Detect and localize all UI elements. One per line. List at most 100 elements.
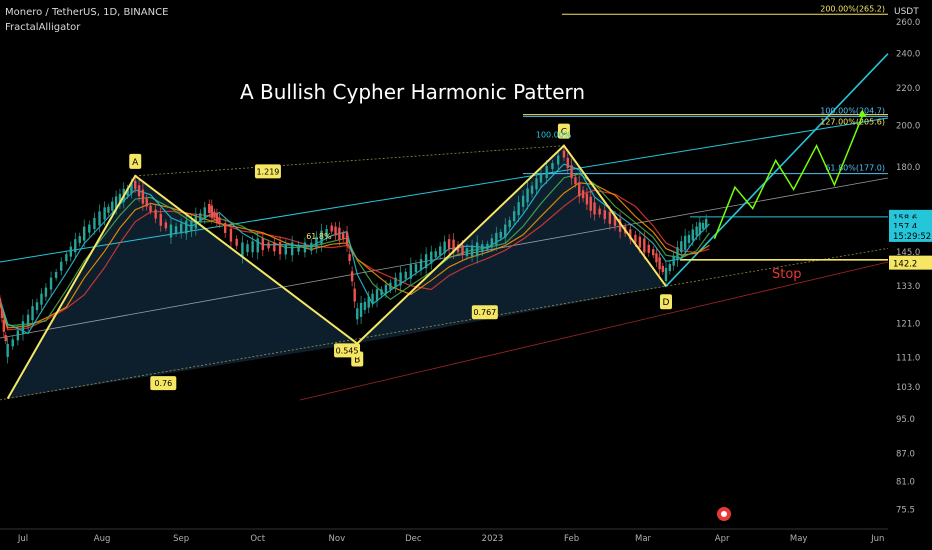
event-marker-icon-center [721,511,727,517]
candle-body [315,236,318,248]
candle-body [44,287,48,297]
author-name: FractalAlligator [5,22,81,33]
candle-body [330,225,333,232]
x-tick-label: Oct [250,534,265,544]
y-tick-label: 75.5 [896,505,915,515]
candle-body [0,309,4,319]
ratio-box [334,343,361,358]
candle-body [199,213,202,222]
candle-body [570,165,573,179]
price-badge-box [889,227,932,242]
x-tick-label: May [790,534,808,544]
candle-body [169,224,173,238]
candle-body [297,244,300,252]
candle-body [661,265,665,272]
y-tick-label: 87.0 [896,449,915,459]
candle-body [598,208,601,215]
price-badge-label: 157.4 [893,222,917,232]
y-tick-label: 81.0 [896,478,915,488]
candle-body [638,236,642,248]
candle-body [676,247,679,261]
x-tick-label: Aug [94,534,111,544]
candle-body [251,241,254,253]
candle-body [310,242,313,251]
pattern-point-label: C [561,128,567,138]
candle-body [683,235,687,250]
y-tick-label: 145.0 [896,248,920,258]
candle-body [593,202,596,215]
x-tick-label: Jun [870,534,884,544]
candle-body [11,339,14,347]
pattern-fib-label: 61.8% [306,232,332,241]
candle-body [179,223,183,234]
price-badge-box [889,255,932,270]
candle-body [655,253,658,263]
projection-arrowhead [858,109,867,117]
candle-body [691,229,694,241]
y-tick-label: 103.0 [896,383,920,393]
candle-body [103,207,106,220]
candle-body [348,254,351,262]
candle-body [430,251,433,264]
candle-body [375,289,379,302]
candle-body [618,218,622,232]
candle-body [334,226,337,236]
candle-body [215,213,219,223]
candle-body [438,246,442,256]
candle-body [83,226,86,241]
candle-body [490,238,494,248]
y-tick-label: 133.0 [896,282,920,292]
bcd-triangle-fill [357,145,666,344]
candle-body [504,224,507,238]
candle-body [695,226,698,236]
x-tick-label: Jul [17,534,28,544]
candle-body [21,321,25,335]
candle-body [551,163,554,170]
candle-body [629,229,632,240]
mid-channel-line [0,177,889,339]
candle-body [367,296,370,308]
candle-body [424,254,428,269]
candle-body [447,239,451,250]
candle-body [154,209,157,219]
candle-body [273,242,276,252]
candle-body [40,293,43,305]
candle-body [149,205,152,212]
candle-body [26,314,30,326]
candle-body [137,185,141,197]
ratio-box [150,376,177,391]
candle-body [647,244,650,253]
pattern-point-box [557,123,570,139]
candle-body [261,238,265,251]
candle-body [704,218,708,228]
pattern-point-label: D [663,298,670,308]
candle-body [539,173,543,183]
ratio-label: 0.76 [154,379,172,388]
fib-level-label: 61.80%(177.0) [825,164,885,173]
candle-body [356,308,359,320]
ratio-label: 0.767 [473,308,496,317]
candle-body [363,302,367,311]
x-tick-label: Apr [715,534,730,544]
moving-average-line [0,173,710,327]
y-tick-label: 200.0 [896,121,920,131]
candle-body [246,244,249,253]
ac-dashed-line [135,145,564,177]
candle-body [0,298,2,305]
candle-body [389,282,392,290]
candle-body [461,245,464,256]
candle-body [452,239,455,253]
candle-body [419,259,423,271]
price-badge-label: 142.2 [893,260,917,270]
candle-body [481,244,484,253]
y-tick-label: 220.0 [896,84,920,94]
candle-body [701,222,705,229]
candle-body [141,189,145,204]
candle-body [159,213,162,226]
candle-body [521,195,525,207]
fib-level-label: 127.00%(205.6) [820,118,885,127]
ratio-box [471,305,498,320]
pattern-point-box [129,153,142,169]
candle-body [652,249,655,256]
